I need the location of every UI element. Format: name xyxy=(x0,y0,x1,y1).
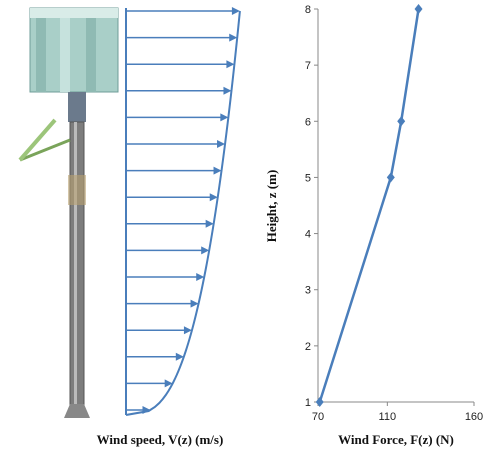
wind-profile xyxy=(125,7,241,416)
data-point xyxy=(386,172,395,183)
x-axis-label: Wind Force, F(z) (N) xyxy=(338,432,454,447)
x-tick-label: 70 xyxy=(312,411,324,423)
arrow-head xyxy=(209,193,218,202)
y-tick-label: 3 xyxy=(305,285,311,297)
arrow-head xyxy=(142,406,151,414)
data-point xyxy=(315,397,324,407)
solar-panel xyxy=(18,118,57,162)
arrow-head xyxy=(213,166,222,175)
y-tick-label: 8 xyxy=(305,4,311,16)
blade xyxy=(86,18,96,92)
turbine-top xyxy=(30,8,118,18)
base xyxy=(64,404,90,418)
data-point xyxy=(397,116,406,127)
blade xyxy=(36,18,46,92)
x-tick-label: 160 xyxy=(465,411,483,423)
y-tick-label: 6 xyxy=(305,116,311,128)
blade xyxy=(60,18,70,92)
arrow-head xyxy=(175,352,184,361)
left-label: Wind speed, V(z) (m/s) xyxy=(97,432,224,447)
arrow-head xyxy=(226,60,235,69)
arrow-head xyxy=(231,7,240,15)
profile-curve xyxy=(125,10,241,416)
y-tick-label: 1 xyxy=(305,397,311,409)
data-line xyxy=(318,8,420,403)
x-tick-label: 110 xyxy=(379,411,397,423)
arrow-head xyxy=(217,140,226,148)
arrow-head xyxy=(205,219,214,228)
arrow-head xyxy=(223,86,232,95)
arrow-head xyxy=(183,326,192,335)
y-tick-label: 5 xyxy=(305,172,311,184)
arrow-head xyxy=(201,246,210,255)
y-axis-label: Height, z (m) xyxy=(264,170,279,243)
hub xyxy=(68,92,86,122)
arrow-head xyxy=(190,299,199,308)
controller xyxy=(68,175,86,205)
turbine-illustration xyxy=(18,7,119,418)
y-tick-label: 7 xyxy=(305,60,311,72)
y-tick-label: 2 xyxy=(305,341,311,353)
arrow-head xyxy=(196,273,205,281)
arrow-head xyxy=(229,33,238,42)
arrow-head xyxy=(220,113,229,122)
pole-highlight xyxy=(74,122,77,412)
y-tick-label: 4 xyxy=(305,229,311,241)
data-point xyxy=(414,4,423,14)
arrow-head xyxy=(164,379,173,388)
solar-arm xyxy=(19,138,71,162)
